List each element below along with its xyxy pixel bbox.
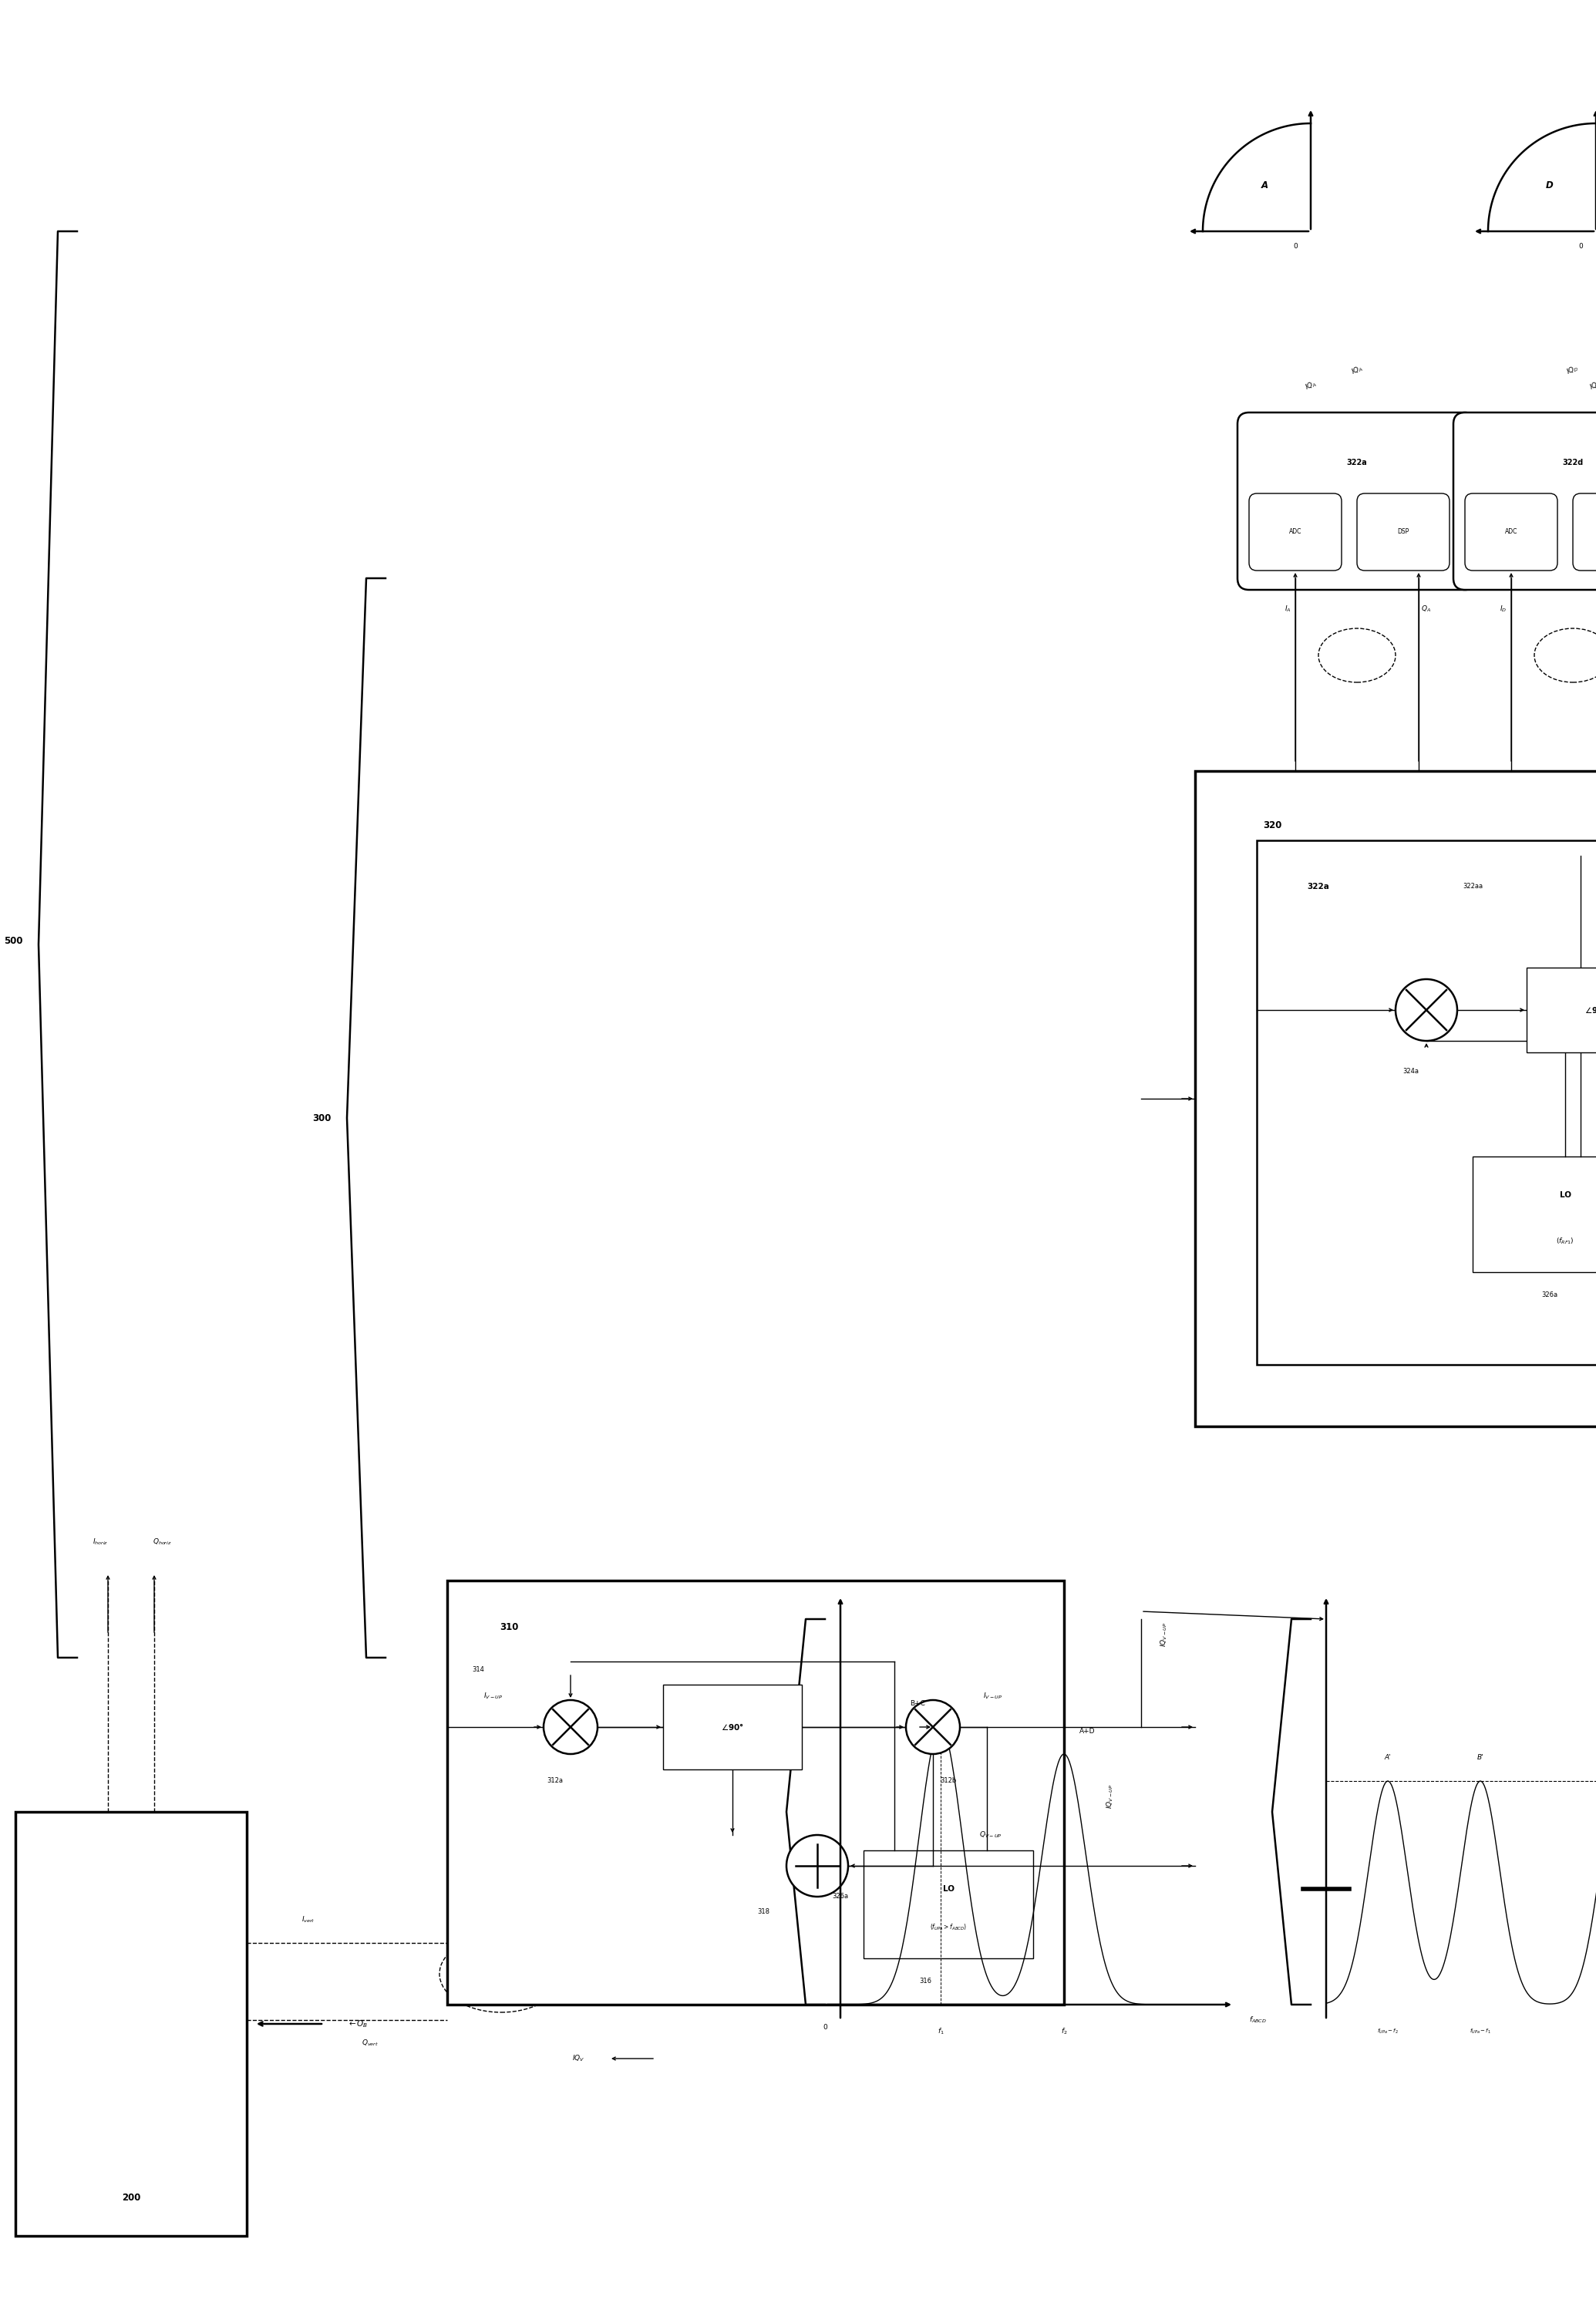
Text: 316: 316 bbox=[919, 1978, 932, 1985]
Text: $I_{horiz}$: $I_{horiz}$ bbox=[93, 1538, 109, 1547]
Text: $IQ_{V-UP}$: $IQ_{V-UP}$ bbox=[1159, 1621, 1168, 1647]
Text: 0: 0 bbox=[1578, 243, 1583, 250]
Text: $f_2$: $f_2$ bbox=[1061, 2026, 1068, 2035]
Bar bbox=[1195, 770, 1596, 1427]
Text: 322a: 322a bbox=[1307, 884, 1329, 891]
Text: D: D bbox=[1547, 180, 1553, 190]
Text: $I_{V-UP}$: $I_{V-UP}$ bbox=[484, 1691, 503, 1700]
Text: ADC: ADC bbox=[1290, 530, 1302, 537]
Text: 500: 500 bbox=[5, 934, 22, 946]
FancyBboxPatch shape bbox=[1357, 493, 1449, 571]
Text: $IQ_D$: $IQ_D$ bbox=[1566, 363, 1580, 377]
Text: $f_{UPa}-f_1$: $f_{UPa}-f_1$ bbox=[1470, 2029, 1491, 2035]
Text: A': A' bbox=[1384, 1753, 1392, 1763]
Bar bbox=[16, 1811, 247, 2237]
Bar bbox=[1473, 1156, 1596, 1272]
Ellipse shape bbox=[439, 1936, 563, 2012]
Text: $Q_{vert}$: $Q_{vert}$ bbox=[362, 2038, 378, 2047]
Text: $\leftarrow O_B$: $\leftarrow O_B$ bbox=[346, 2019, 369, 2029]
Text: $f_1$: $f_1$ bbox=[937, 2026, 943, 2035]
Text: $IQ_A$: $IQ_A$ bbox=[1350, 363, 1365, 377]
Text: 310: 310 bbox=[500, 1621, 519, 1633]
Text: B': B' bbox=[1476, 1753, 1484, 1763]
Text: 312a: 312a bbox=[547, 1776, 563, 1786]
Text: $IQ_V$: $IQ_V$ bbox=[571, 2054, 584, 2063]
Text: $IQ_{V-UP}$: $IQ_{V-UP}$ bbox=[1106, 1783, 1116, 1809]
Text: 300: 300 bbox=[313, 1113, 332, 1124]
Text: $Q_A$: $Q_A$ bbox=[1422, 604, 1432, 613]
Text: 320: 320 bbox=[1262, 821, 1282, 830]
Text: 324a: 324a bbox=[1403, 1069, 1419, 1076]
Circle shape bbox=[907, 1700, 959, 1753]
Text: $I_A$: $I_A$ bbox=[1285, 604, 1291, 613]
Text: 326a: 326a bbox=[1542, 1291, 1558, 1300]
Text: ADC: ADC bbox=[1505, 530, 1518, 537]
Circle shape bbox=[1395, 978, 1457, 1041]
FancyBboxPatch shape bbox=[1454, 412, 1596, 590]
Circle shape bbox=[544, 1700, 597, 1753]
Bar bbox=[863, 1850, 1033, 1959]
Text: A: A bbox=[1261, 180, 1267, 190]
Ellipse shape bbox=[1534, 629, 1596, 682]
Text: 322aa: 322aa bbox=[1462, 884, 1483, 891]
Text: 200: 200 bbox=[121, 2193, 140, 2202]
Ellipse shape bbox=[1318, 629, 1395, 682]
Text: $I_{V-UP}$: $I_{V-UP}$ bbox=[983, 1691, 1002, 1700]
Text: 312b: 312b bbox=[940, 1776, 956, 1786]
Text: 322a: 322a bbox=[1347, 458, 1368, 467]
Text: 322d: 322d bbox=[1562, 458, 1583, 467]
Text: 326a: 326a bbox=[832, 1892, 847, 1901]
FancyBboxPatch shape bbox=[1574, 493, 1596, 571]
Text: A+D: A+D bbox=[1079, 1728, 1095, 1735]
Text: $f_{ABCD}$: $f_{ABCD}$ bbox=[1250, 2015, 1267, 2024]
Bar bbox=[662, 1684, 801, 1769]
Bar bbox=[447, 1580, 1065, 2005]
Text: LO: LO bbox=[1559, 1191, 1570, 1198]
Text: $(f_{RF1})$: $(f_{RF1})$ bbox=[1556, 1237, 1574, 1247]
Text: $\angle$90°: $\angle$90° bbox=[1585, 1004, 1596, 1015]
Text: 314: 314 bbox=[472, 1665, 484, 1672]
Text: $IQ_D$: $IQ_D$ bbox=[1588, 379, 1596, 393]
Text: $\angle$90°: $\angle$90° bbox=[721, 1721, 744, 1732]
Bar bbox=[1527, 967, 1596, 1052]
FancyBboxPatch shape bbox=[1250, 493, 1342, 571]
Text: $f_{UPa}-f_2$: $f_{UPa}-f_2$ bbox=[1377, 2029, 1398, 2035]
Text: LO: LO bbox=[943, 1885, 954, 1892]
Text: DSP: DSP bbox=[1398, 530, 1409, 537]
Text: 0: 0 bbox=[824, 2024, 827, 2031]
Text: $Q_{horiz}$: $Q_{horiz}$ bbox=[152, 1538, 171, 1547]
Bar bbox=[1256, 840, 1596, 1365]
Text: B+C: B+C bbox=[910, 1700, 926, 1707]
FancyBboxPatch shape bbox=[1465, 493, 1558, 571]
Text: $I_{vert}$: $I_{vert}$ bbox=[302, 1915, 314, 1924]
Text: $Q_{V-UP}$: $Q_{V-UP}$ bbox=[980, 1830, 1002, 1839]
Text: 0: 0 bbox=[1293, 243, 1298, 250]
FancyBboxPatch shape bbox=[1237, 412, 1476, 590]
Circle shape bbox=[787, 1834, 847, 1897]
Text: $I_D$: $I_D$ bbox=[1500, 604, 1507, 613]
Text: 318: 318 bbox=[757, 1908, 769, 1915]
Text: $IQ_A$: $IQ_A$ bbox=[1304, 379, 1318, 393]
Text: $(f_{UPa}>f_{ABCD})$: $(f_{UPa}>f_{ABCD})$ bbox=[930, 1922, 967, 1931]
